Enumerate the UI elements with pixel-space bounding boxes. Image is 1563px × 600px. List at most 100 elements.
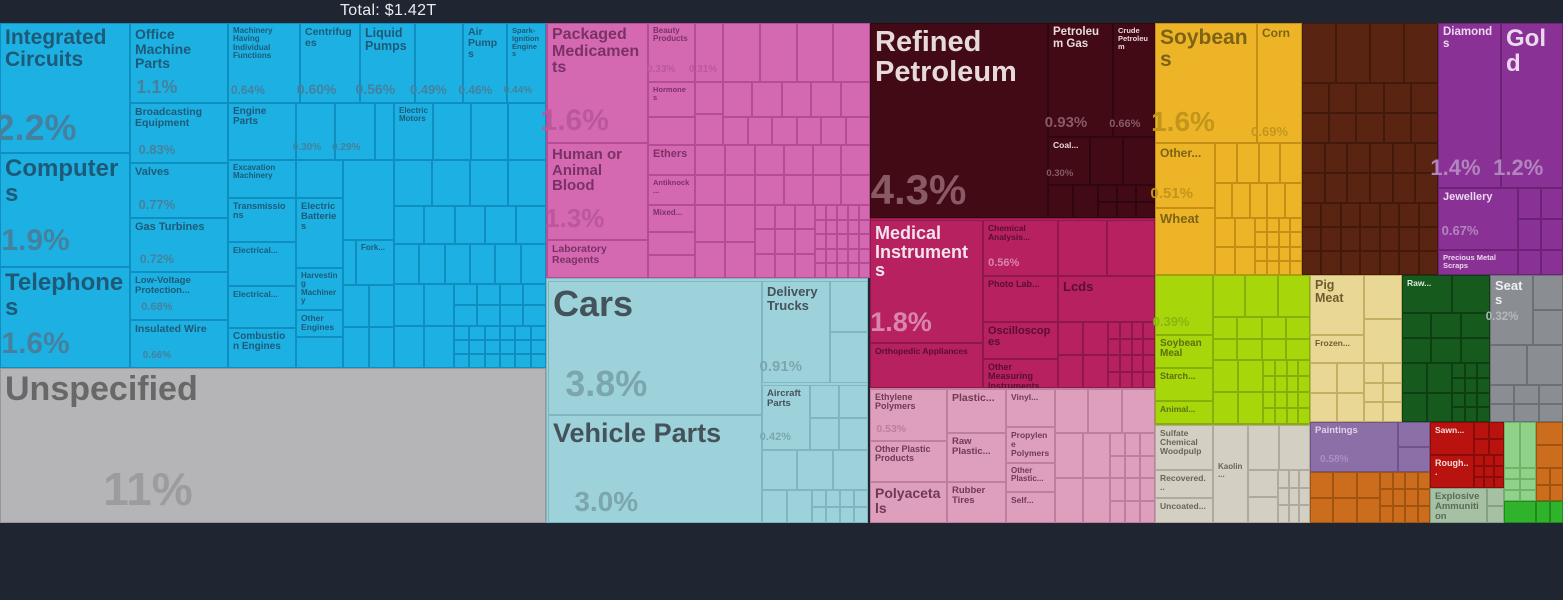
treemap-cell-unlabeled[interactable] [1494, 477, 1504, 488]
treemap-cell-unlabeled[interactable] [1427, 392, 1452, 422]
treemap-cell-unlabeled[interactable] [394, 160, 432, 206]
treemap-cell-unlabeled[interactable] [1125, 478, 1140, 501]
treemap-cell-unlabeled[interactable] [854, 490, 868, 507]
treemap-cell-unlabeled[interactable] [755, 229, 775, 254]
treemap-cell-antiknock[interactable]: Antiknock... [648, 175, 695, 205]
treemap-cell-unlabeled[interactable] [1520, 490, 1536, 501]
treemap-cell-unlabeled[interactable] [1452, 363, 1465, 378]
treemap-cell-unlabeled[interactable] [1418, 227, 1438, 251]
treemap-cell-unlabeled[interactable] [1504, 479, 1520, 490]
treemap-cell-ethers[interactable]: Ethers [648, 145, 695, 175]
treemap-cell-unlabeled[interactable] [1474, 477, 1484, 488]
treemap-cell-unlabeled[interactable] [1286, 392, 1299, 408]
treemap-cell-unlabeled[interactable] [1490, 385, 1515, 404]
treemap-cell-engine-parts[interactable]: Engine Parts [228, 103, 296, 160]
treemap-cell-unlabeled[interactable] [1329, 113, 1357, 143]
treemap-cell-unlabeled[interactable] [1136, 185, 1155, 202]
treemap-cell-unlabeled[interactable] [1213, 338, 1238, 360]
treemap-cell-unlabeled[interactable] [1263, 408, 1275, 424]
treemap-cell-unlabeled[interactable] [1518, 188, 1541, 219]
treemap-cell-unlabeled[interactable] [1266, 232, 1279, 247]
treemap-cell-broadcasting-equipment[interactable]: Broadcasting Equipment 0.83% [130, 103, 228, 163]
treemap-cell-unlabeled[interactable] [1278, 260, 1291, 275]
treemap-cell-unlabeled[interactable] [1360, 227, 1380, 251]
treemap-cell-unlabeled[interactable] [523, 305, 546, 326]
treemap-cell-seats[interactable]: Seats 0.32% [1486, 275, 1533, 345]
treemap-cell-unlabeled[interactable] [848, 205, 859, 220]
treemap-cell-unlabeled[interactable] [1278, 218, 1291, 233]
treemap-cell-unlabeled[interactable] [1249, 183, 1268, 218]
treemap-cell-unlabeled[interactable] [1379, 227, 1400, 251]
treemap-cell-unlabeled[interactable] [1285, 338, 1310, 360]
treemap-cell-unlabeled[interactable] [848, 248, 859, 264]
treemap-cell-unlabeled[interactable] [1248, 470, 1278, 497]
treemap-cell-unlabeled[interactable] [1083, 322, 1108, 355]
treemap-cell-unlabeled[interactable] [1324, 173, 1348, 203]
treemap-cell-unspecified[interactable]: Unspecified 11% [0, 368, 546, 523]
treemap-cell-machinery-having-individual-functions[interactable]: Machinery Having Individual Functions 0.6… [228, 23, 300, 103]
treemap-cell-unlabeled[interactable] [1520, 422, 1536, 468]
treemap-cell-unlabeled[interactable] [762, 450, 798, 490]
treemap-cell-unlabeled[interactable] [812, 145, 842, 175]
treemap-cell-unlabeled[interactable] [485, 206, 516, 244]
treemap-cell-unlabeled[interactable] [1090, 137, 1123, 185]
treemap-cell-unlabeled[interactable] [1255, 246, 1267, 261]
treemap-cell-unlabeled[interactable] [772, 117, 797, 145]
treemap-cell-unlabeled[interactable] [783, 145, 813, 175]
treemap-cell-unlabeled[interactable] [1504, 422, 1520, 468]
treemap-cell-unlabeled[interactable] [1143, 371, 1155, 388]
treemap-cell-unlabeled[interactable] [1302, 203, 1322, 227]
treemap-cell-unlabeled[interactable] [1402, 313, 1432, 338]
treemap-cell-unlabeled[interactable] [1235, 246, 1255, 275]
treemap-cell-unlabeled[interactable] [1392, 489, 1405, 506]
treemap-cell-unlabeled[interactable] [837, 263, 848, 278]
treemap-cell-unlabeled[interactable] [1490, 345, 1527, 385]
treemap-cell-unlabeled[interactable] [1131, 355, 1144, 372]
treemap-cell-unlabeled[interactable] [1402, 392, 1427, 422]
treemap-cell-unlabeled[interactable] [1298, 376, 1310, 392]
treemap-cell-unlabeled[interactable] [1266, 260, 1279, 275]
treemap-cell-soybean-meal[interactable]: Soybean Meal [1155, 335, 1213, 368]
treemap-cell-unlabeled[interactable] [1379, 203, 1400, 227]
treemap-cell-unlabeled[interactable] [841, 175, 870, 205]
treemap-cell-unlabeled[interactable] [1235, 218, 1255, 247]
treemap-cell-unlabeled[interactable] [826, 248, 837, 264]
treemap-cell-unlabeled[interactable] [1267, 183, 1285, 218]
treemap-cell-unlabeled[interactable] [1108, 355, 1120, 372]
treemap-cell-recovered[interactable]: Recovered... [1155, 470, 1213, 498]
treemap-cell-unlabeled[interactable] [1369, 143, 1393, 173]
treemap-cell-unlabeled[interactable] [840, 82, 870, 117]
treemap-cell-soybeans[interactable]: Soybeans 1.6% [1151, 23, 1257, 143]
treemap-cell-unlabeled[interactable] [1329, 83, 1357, 113]
treemap-cell-unlabeled[interactable] [1302, 227, 1322, 251]
treemap-cell-unlabeled[interactable] [1337, 392, 1364, 422]
treemap-cell-unlabeled[interactable]: 0.49% [410, 23, 463, 103]
treemap-cell-unlabeled[interactable] [1274, 360, 1287, 376]
treemap-cell-unlabeled[interactable] [1404, 23, 1438, 83]
treemap-cell-unlabeled[interactable] [469, 354, 485, 368]
treemap-cell-unlabeled[interactable] [811, 82, 841, 117]
treemap-cell-unlabeled[interactable] [695, 145, 725, 175]
treemap-cell-unlabeled[interactable] [1310, 497, 1334, 523]
treemap-cell-unlabeled[interactable] [1549, 468, 1563, 485]
treemap-cell-unlabeled[interactable] [859, 263, 870, 278]
treemap-cell-unlabeled[interactable] [830, 281, 868, 332]
treemap-cell-unlabeled[interactable] [530, 354, 546, 368]
treemap-cell-unlabeled[interactable] [840, 490, 854, 507]
treemap-cell-unlabeled[interactable] [1337, 363, 1364, 393]
treemap-cell-unlabeled[interactable] [1213, 317, 1238, 339]
treemap-cell-unlabeled[interactable] [725, 205, 755, 242]
treemap-cell-unlabeled[interactable] [796, 23, 834, 82]
treemap-cell-unlabeled[interactable] [1340, 203, 1361, 227]
treemap-cell-unlabeled[interactable] [795, 229, 815, 254]
treemap-cell-sulfate-chemical-woodpulp[interactable]: Sulfate Chemical Woodpulp [1155, 425, 1213, 470]
treemap-cell-aircraft-parts[interactable]: Aircraft Parts 0.42% [760, 385, 810, 450]
treemap-cell-unlabeled[interactable] [444, 244, 470, 284]
treemap-cell-unlabeled[interactable] [1213, 360, 1238, 392]
treemap-cell-unlabeled[interactable] [1108, 338, 1120, 355]
treemap-cell-unlabeled[interactable] [1540, 250, 1563, 275]
treemap-cell-unlabeled[interactable] [1333, 472, 1357, 498]
treemap-cell-unlabeled[interactable] [394, 244, 420, 284]
treemap-cell-unlabeled[interactable] [1383, 363, 1402, 383]
treemap-cell-unlabeled[interactable] [1238, 360, 1263, 392]
